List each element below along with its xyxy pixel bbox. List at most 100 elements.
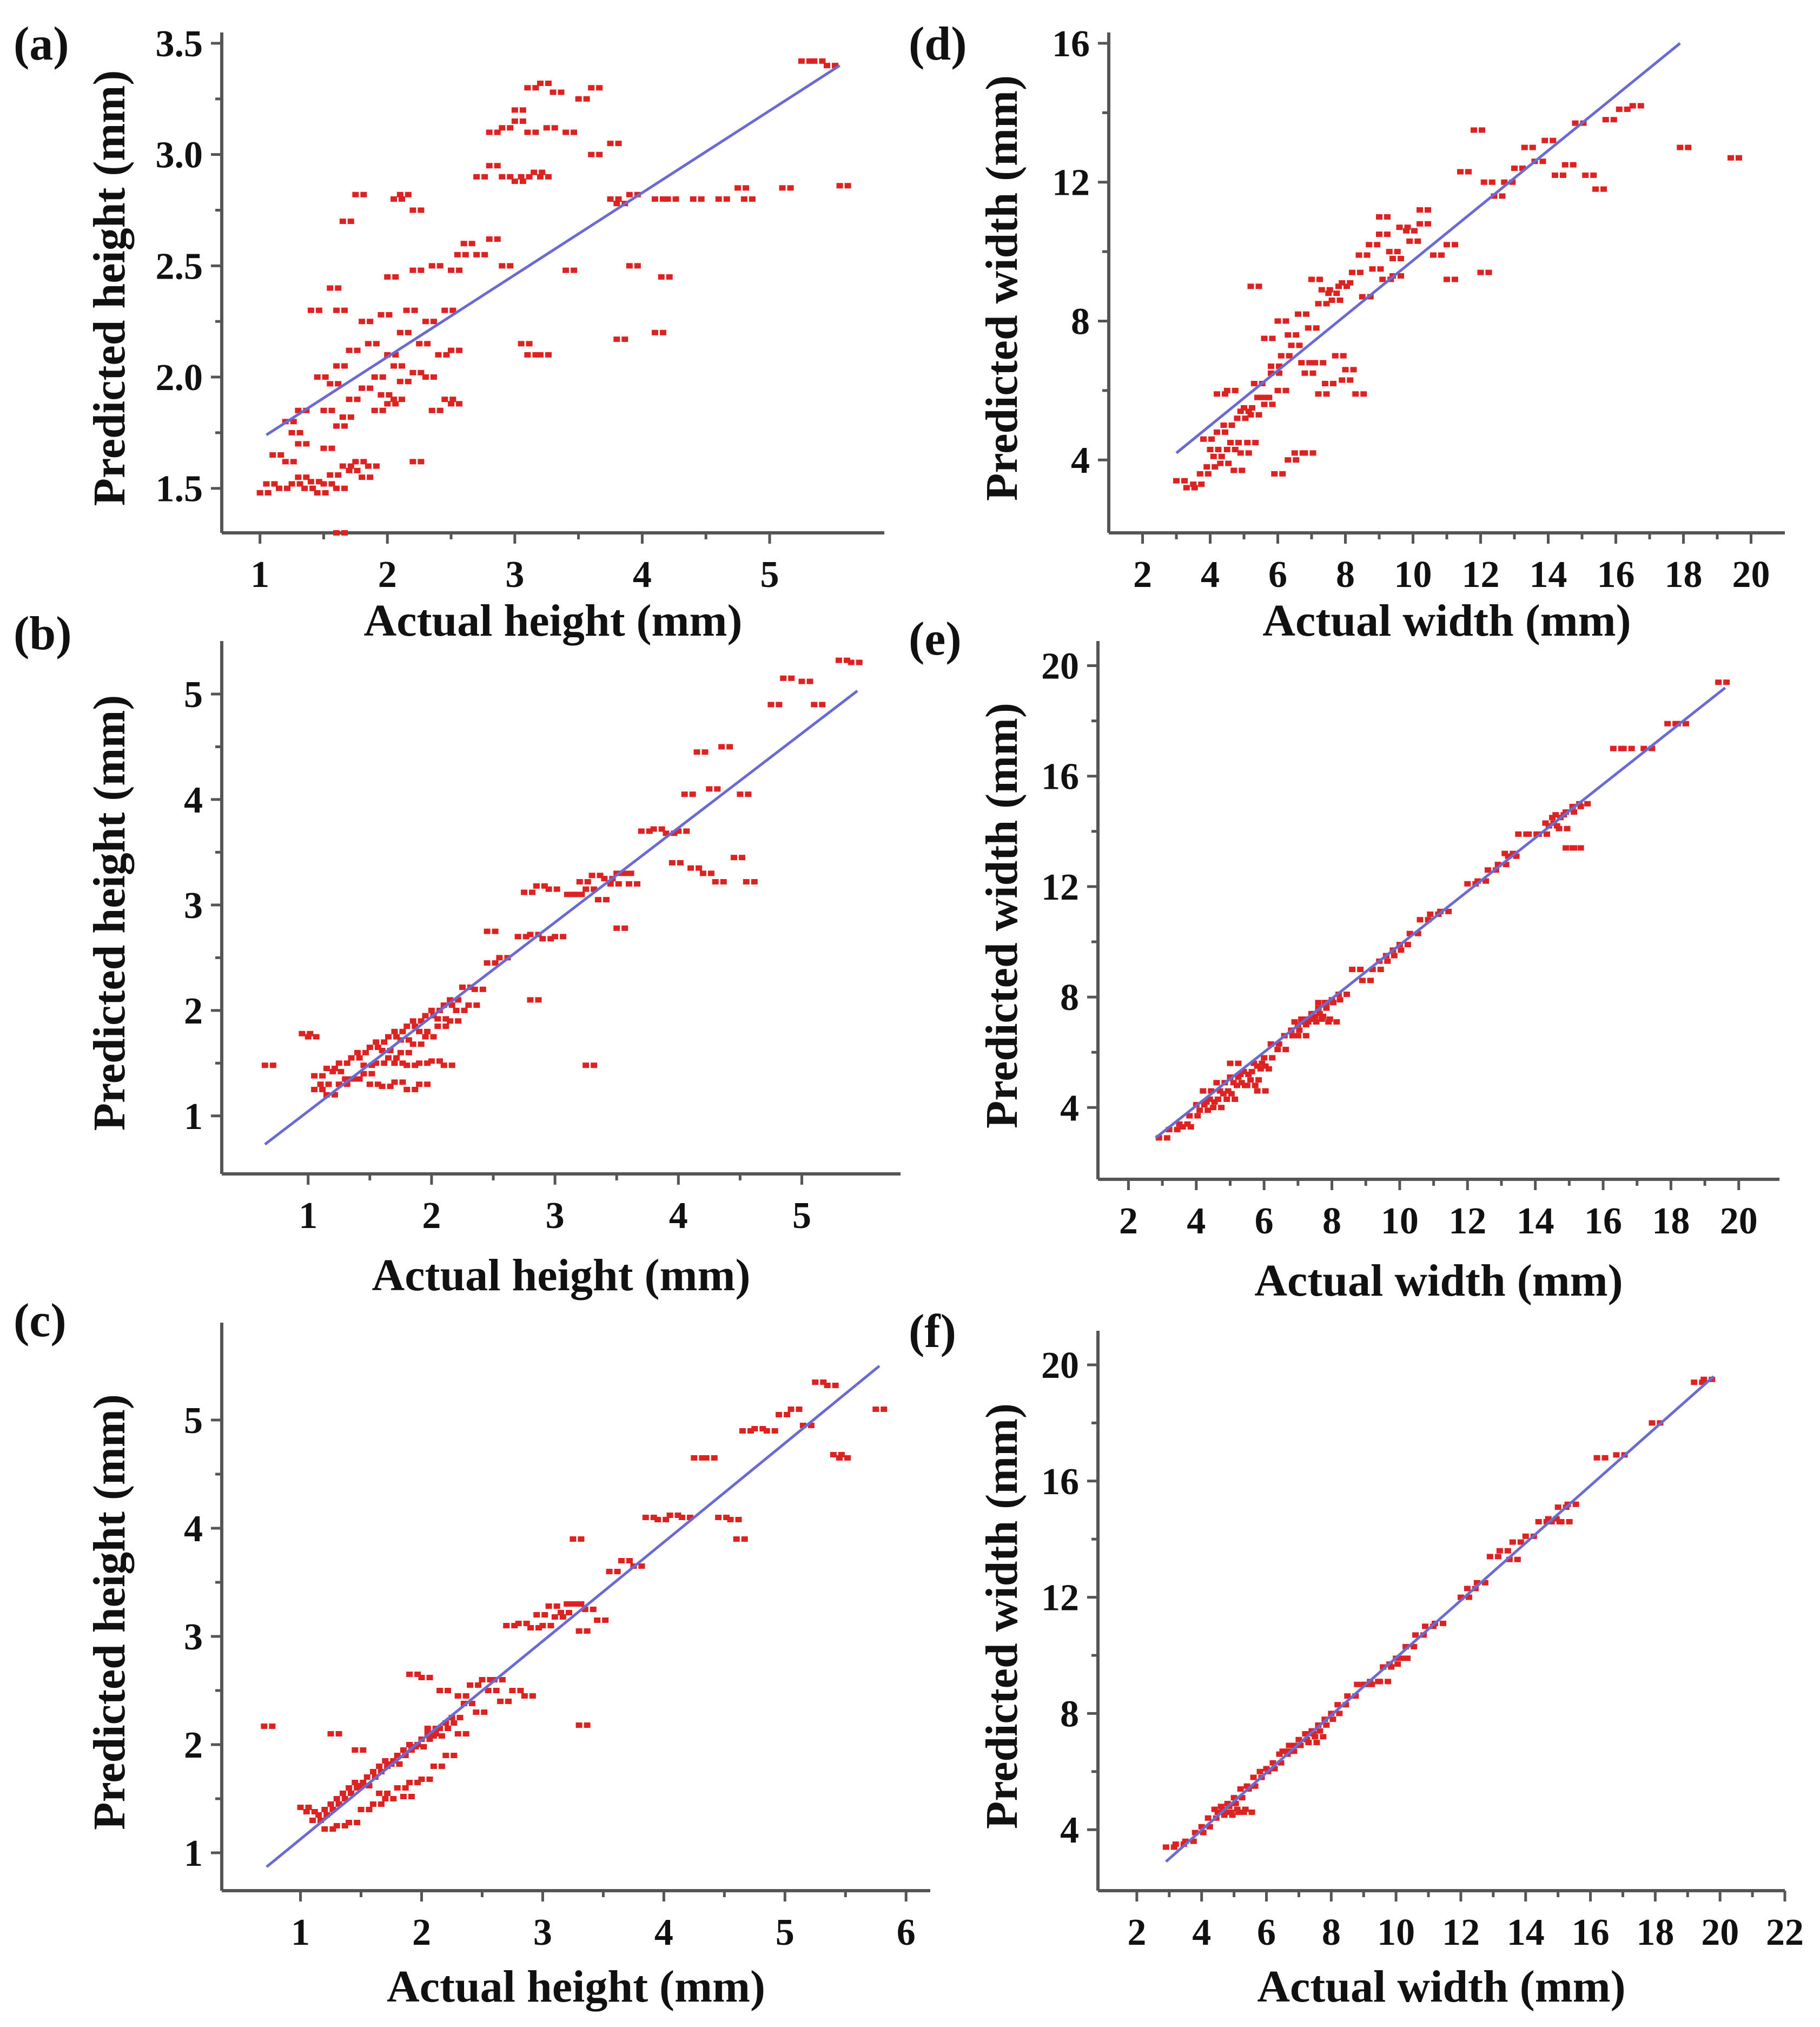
data-point	[1254, 1063, 1261, 1069]
data-point	[325, 1081, 332, 1087]
y-tick-label: 16	[1052, 23, 1090, 65]
data-point	[1471, 127, 1477, 133]
data-point	[448, 1715, 455, 1720]
data-point	[1616, 106, 1623, 112]
data-point	[1210, 453, 1217, 459]
data-point	[1584, 801, 1591, 807]
data-point	[406, 1672, 413, 1677]
y-tick-label: 2	[184, 1725, 203, 1766]
data-point	[1313, 1019, 1320, 1025]
data-point	[703, 1455, 710, 1461]
data-point	[1198, 1824, 1205, 1830]
data-point	[295, 474, 302, 480]
data-point	[1422, 1623, 1429, 1629]
data-point	[1252, 1783, 1259, 1789]
data-point	[1406, 238, 1413, 244]
data-point	[451, 1753, 458, 1758]
data-point	[1728, 155, 1734, 161]
data-point	[307, 307, 314, 313]
data-point	[320, 445, 327, 451]
data-point	[442, 1753, 449, 1758]
data-point	[671, 830, 678, 836]
x-tick-label: 2	[422, 1195, 441, 1237]
data-point	[277, 452, 284, 458]
data-point	[430, 1034, 437, 1040]
data-point	[1245, 408, 1252, 414]
data-point	[1377, 266, 1384, 272]
data-point	[1564, 826, 1571, 831]
data-point	[384, 274, 391, 280]
data-point	[537, 81, 544, 87]
data-point	[505, 1699, 512, 1704]
data-point	[1344, 283, 1350, 289]
data-point	[707, 870, 714, 876]
data-point	[391, 1079, 398, 1085]
data-point	[581, 1607, 588, 1612]
data-point	[547, 1623, 554, 1628]
data-point	[335, 1081, 342, 1087]
data-point	[1289, 1033, 1296, 1039]
data-point	[363, 1774, 370, 1780]
data-point	[1308, 276, 1315, 282]
data-point	[1235, 440, 1242, 446]
data-point	[613, 201, 620, 207]
data-point	[1174, 1127, 1181, 1133]
chart-panel-d: 2 4 6 8 10 12 14 16 18 20 4 8 12 16 (d) Actual width (m…	[909, 18, 1785, 646]
data-point	[848, 659, 855, 665]
data-point	[405, 379, 412, 385]
data-point	[1513, 853, 1520, 859]
data-point	[1394, 1661, 1401, 1667]
data-point	[1208, 1088, 1215, 1094]
fit-line	[266, 64, 840, 437]
data-point	[328, 481, 335, 487]
data-point	[327, 1731, 334, 1737]
data-point	[693, 749, 700, 755]
data-point	[414, 1672, 421, 1677]
data-point	[399, 1079, 406, 1085]
data-point	[830, 1452, 837, 1457]
data-point	[1255, 1077, 1262, 1083]
data-point	[1556, 826, 1563, 831]
panel-label: (f)	[909, 1305, 956, 1358]
data-point	[391, 1060, 398, 1066]
y-axis-title: Predicted height (mm)	[84, 695, 135, 1131]
data-point	[1323, 1722, 1330, 1728]
x-tick-label: 10	[1394, 554, 1432, 596]
data-point	[1715, 679, 1722, 685]
data-point	[486, 129, 493, 135]
data-point	[486, 163, 493, 169]
data-point	[1227, 1074, 1234, 1080]
data-point	[403, 1087, 411, 1093]
data-point	[406, 1780, 413, 1785]
data-point	[1357, 269, 1364, 275]
data-point	[687, 865, 694, 871]
data-point	[1221, 1812, 1228, 1818]
data-point	[409, 1018, 416, 1024]
data-point	[455, 1018, 462, 1024]
data-point	[1664, 721, 1671, 727]
data-point	[391, 1028, 398, 1034]
data-point	[552, 934, 559, 940]
data-point	[1320, 1734, 1327, 1740]
data-point	[1302, 1033, 1309, 1039]
data-point	[1291, 1019, 1298, 1025]
data-point	[422, 319, 429, 325]
data-point	[412, 1062, 419, 1068]
data-point	[315, 307, 322, 313]
data-point	[575, 1628, 583, 1634]
data-point	[712, 879, 719, 884]
data-point	[307, 479, 314, 485]
data-point	[1232, 1800, 1239, 1806]
data-point	[1196, 471, 1203, 477]
data-point	[524, 352, 531, 358]
data-point	[1237, 408, 1244, 414]
data-point	[1477, 269, 1484, 275]
data-point	[588, 85, 595, 91]
data-point	[843, 657, 850, 663]
data-point	[362, 1049, 369, 1055]
data-point	[626, 1558, 633, 1563]
data-point	[1247, 412, 1254, 418]
chart-panel-a: 1 2 3 4 5 1.5 2.0 2.5 3.0 3.5 (a) Actual height (mm…	[14, 18, 884, 646]
data-point	[414, 1780, 421, 1785]
data-point	[290, 419, 297, 425]
